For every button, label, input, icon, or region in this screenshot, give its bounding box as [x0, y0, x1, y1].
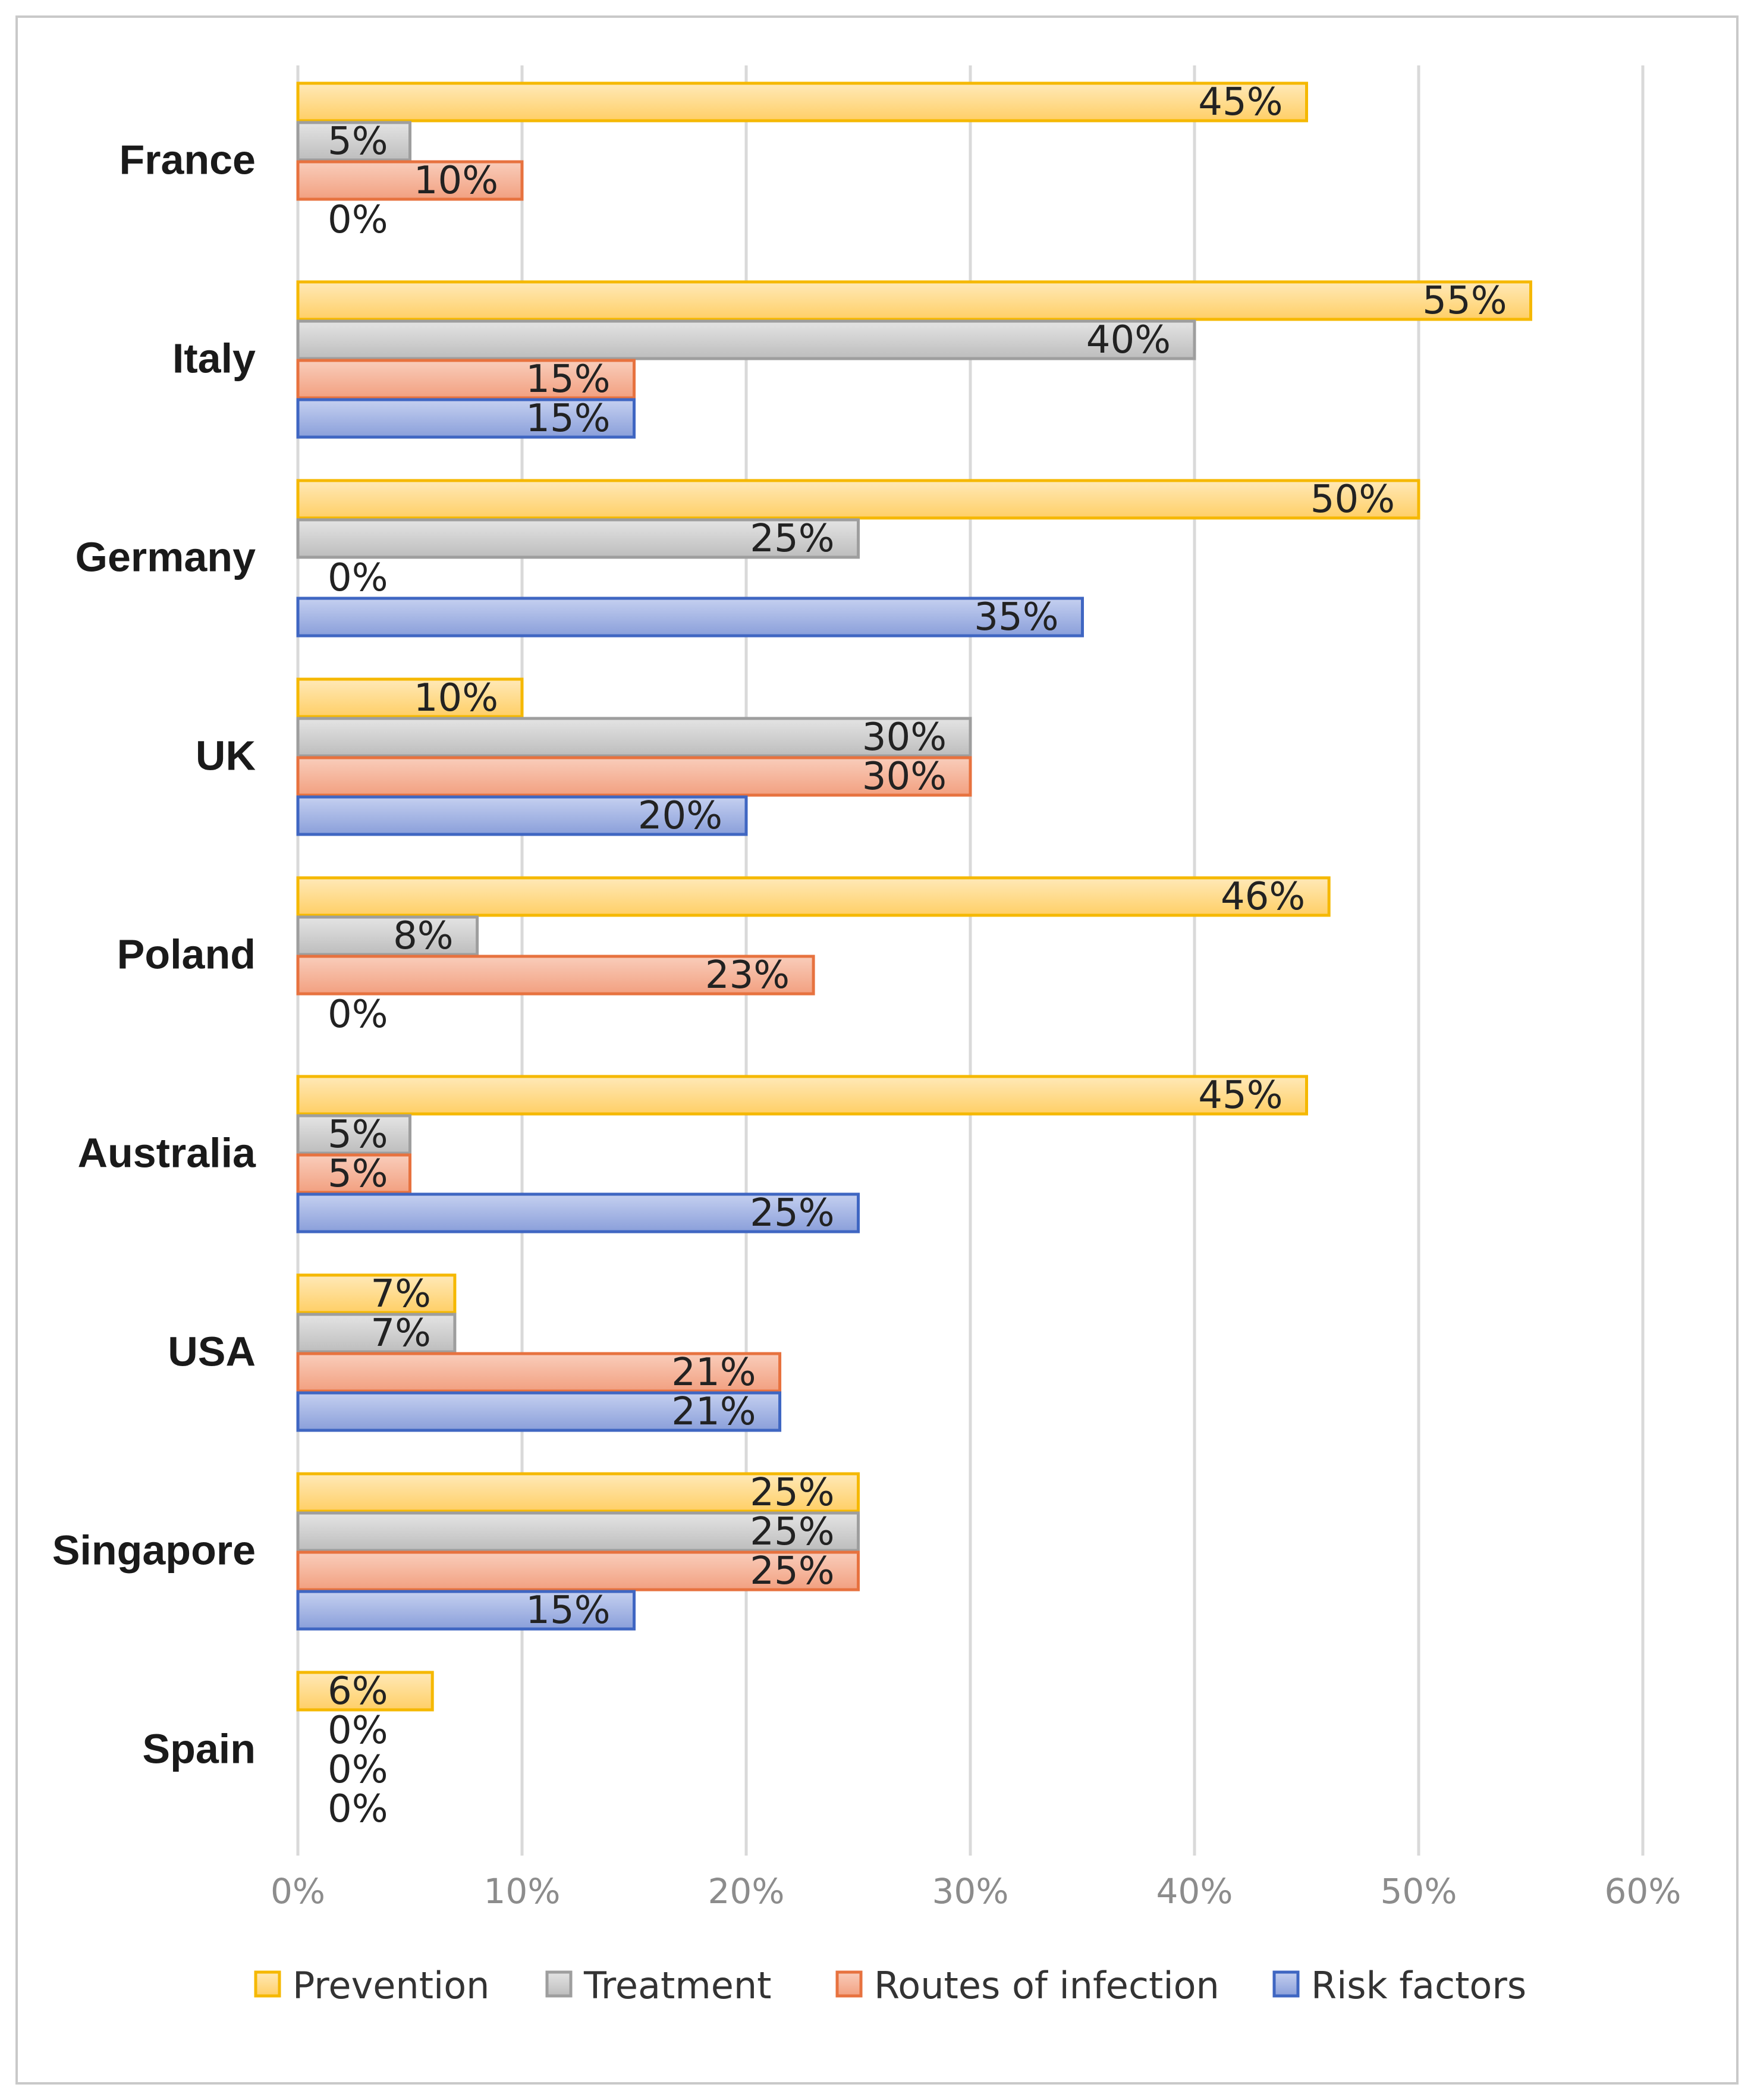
data-label-poland-treatment: 8% [393, 914, 454, 958]
bar-italy-routes-of-infection [296, 359, 636, 400]
data-label-singapore-routes-of-infection: 25% [750, 1549, 834, 1593]
data-label-australia-prevention: 45% [1198, 1073, 1283, 1118]
data-label-australia-routes-of-infection: 5% [328, 1152, 388, 1196]
bar-france-treatment [296, 121, 411, 162]
bar-germany-prevention [296, 479, 1420, 520]
bar-australia-treatment [296, 1114, 411, 1155]
data-label-spain-routes-of-infection: 0% [328, 1748, 388, 1792]
data-label-singapore-risk-factors: 15% [526, 1589, 610, 1633]
bar-italy-treatment [296, 319, 1196, 360]
bar-italy-risk-factors [296, 398, 636, 439]
bar-uk-routes-of-infection [296, 756, 972, 797]
category-label-germany: Germany [76, 534, 256, 580]
x-tick-label-20: 20% [708, 1871, 785, 1911]
bar-poland-prevention [296, 876, 1331, 917]
data-label-uk-routes-of-infection: 30% [862, 755, 947, 799]
bar-singapore-treatment [296, 1511, 860, 1552]
data-label-australia-treatment: 5% [328, 1113, 388, 1157]
bar-usa-treatment [296, 1313, 457, 1354]
data-label-spain-treatment: 0% [328, 1709, 388, 1753]
data-label-france-prevention: 45% [1198, 80, 1283, 124]
bar-spain-prevention [296, 1671, 434, 1712]
data-label-france-risk-factors: 0% [328, 198, 388, 242]
data-label-usa-treatment: 7% [370, 1311, 431, 1355]
legend-label-routes-of-infection: Routes of infection [874, 1964, 1219, 2007]
legend-label-treatment: Treatment [583, 1964, 771, 2007]
legend-label-risk-factors: Risk factors [1311, 1964, 1526, 2007]
data-label-usa-routes-of-infection: 21% [671, 1351, 756, 1395]
x-tick-label-50: 50% [1381, 1871, 1457, 1911]
data-label-germany-routes-of-infection: 0% [328, 556, 388, 600]
bar-uk-risk-factors [296, 795, 748, 836]
bar-australia-prevention [296, 1075, 1308, 1116]
data-label-germany-prevention: 50% [1310, 478, 1395, 522]
data-label-usa-risk-factors: 21% [671, 1390, 756, 1434]
bar-singapore-prevention [296, 1472, 860, 1513]
data-label-poland-prevention: 46% [1221, 875, 1305, 919]
bar-chart: 45%5%10%0%55%40%15%15%50%25%0%35%10%30%3… [52, 65, 1681, 2007]
bar-italy-prevention [296, 280, 1532, 321]
data-label-australia-risk-factors: 25% [750, 1191, 834, 1235]
chart-frame: 45% 5% 10% 0% 55% 40% 15% 15% 50% 25% 0% 35% 10% 30% 3… [15, 15, 1739, 2085]
x-tick-label-0: 0% [271, 1871, 325, 1911]
bar-singapore-routes-of-infection [296, 1550, 860, 1592]
category-label-france: France [119, 137, 256, 183]
bar-germany-treatment [296, 518, 860, 559]
category-label-italy: Italy [172, 335, 256, 382]
data-label-italy-treatment: 40% [1086, 318, 1171, 362]
data-label-france-treatment: 5% [328, 120, 388, 164]
data-label-italy-prevention: 55% [1422, 279, 1507, 323]
bar-germany-risk-factors [296, 597, 1084, 638]
category-label-spain: Spain [142, 1726, 256, 1772]
legend-label-prevention: Prevention [293, 1964, 489, 2007]
bars [296, 81, 1532, 1712]
x-axis-ticks: 0% 10% 20% 30% 40% 50% 60% [271, 1871, 1681, 1911]
legend-swatch-routes-of-infection [835, 1970, 863, 1998]
bar-australia-risk-factors [296, 1192, 860, 1233]
data-label-poland-routes-of-infection: 23% [705, 953, 790, 997]
bar-poland-treatment [296, 915, 479, 956]
x-tick-label-10: 10% [484, 1871, 561, 1911]
data-label-germany-risk-factors: 35% [974, 595, 1058, 639]
legend-swatch-prevention [254, 1970, 281, 1998]
data-label-poland-risk-factors: 0% [328, 993, 388, 1037]
category-label-poland: Poland [117, 931, 256, 978]
bar-usa-routes-of-infection [296, 1352, 782, 1393]
data-label-uk-prevention: 10% [414, 676, 498, 720]
category-label-uk: UK [196, 733, 256, 779]
data-label-usa-prevention: 7% [370, 1272, 431, 1316]
category-labels: France Italy Germany UK Poland Australia USA Si… [52, 137, 256, 1772]
legend: Prevention Treatment Routes of infection Ri… [254, 1964, 1526, 2007]
bar-singapore-risk-factors [296, 1590, 636, 1631]
bar-uk-prevention [296, 677, 524, 718]
bar-poland-routes-of-infection [296, 955, 815, 996]
data-label-italy-risk-factors: 15% [526, 397, 610, 441]
bar-uk-treatment [296, 717, 972, 758]
data-label-spain-prevention: 6% [328, 1669, 388, 1713]
bar-france-routes-of-infection [296, 160, 524, 201]
category-label-singapore: Singapore [52, 1527, 256, 1574]
data-label-uk-treatment: 30% [862, 715, 947, 759]
data-label-spain-risk-factors: 0% [328, 1787, 388, 1831]
bar-usa-prevention [296, 1273, 457, 1314]
legend-swatch-treatment [545, 1970, 573, 1998]
x-tick-label-30: 30% [932, 1871, 1009, 1911]
data-label-singapore-prevention: 25% [750, 1471, 834, 1515]
data-label-italy-routes-of-infection: 15% [526, 357, 610, 401]
x-tick-label-60: 60% [1605, 1871, 1681, 1911]
data-label-germany-treatment: 25% [750, 517, 834, 561]
data-label-singapore-treatment: 25% [750, 1510, 834, 1554]
bar-france-prevention [296, 81, 1308, 123]
data-labels: 45%5%10%0%55%40%15%15%50%25%0%35%10%30%3… [328, 80, 1507, 1831]
category-label-australia: Australia [77, 1130, 256, 1176]
bar-australia-routes-of-infection [296, 1153, 411, 1194]
data-label-france-routes-of-infection: 10% [414, 159, 498, 203]
category-label-usa: USA [168, 1329, 256, 1375]
x-tick-label-40: 40% [1156, 1871, 1233, 1911]
legend-swatch-risk-factors [1272, 1970, 1300, 1998]
data-label-uk-risk-factors: 20% [638, 794, 722, 838]
bar-usa-risk-factors [296, 1391, 782, 1432]
